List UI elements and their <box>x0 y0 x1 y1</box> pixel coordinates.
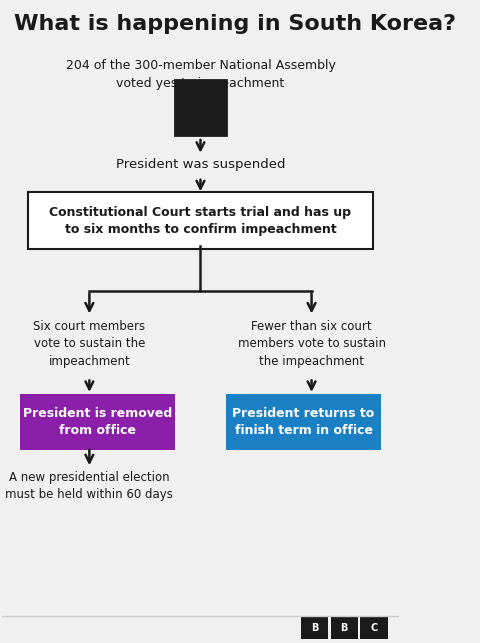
Text: President returns to
finish term in office: President returns to finish term in offi… <box>232 407 375 437</box>
Text: What is happening in South Korea?: What is happening in South Korea? <box>14 14 456 34</box>
Text: Six court members
vote to sustain the
impeachment: Six court members vote to sustain the im… <box>33 320 145 368</box>
Text: 204 of the 300-member National Assembly
voted yes to impeachment: 204 of the 300-member National Assembly … <box>66 59 336 90</box>
FancyBboxPatch shape <box>226 394 381 450</box>
Text: President was suspended: President was suspended <box>116 158 285 170</box>
Text: President is removed
from office: President is removed from office <box>23 407 172 437</box>
FancyBboxPatch shape <box>331 617 358 639</box>
FancyBboxPatch shape <box>360 617 388 639</box>
Text: A new presidential election
must be held within 60 days: A new presidential election must be held… <box>5 471 173 501</box>
FancyBboxPatch shape <box>301 617 328 639</box>
FancyBboxPatch shape <box>28 192 373 249</box>
Text: C: C <box>371 623 378 633</box>
Text: B: B <box>311 623 318 633</box>
FancyBboxPatch shape <box>175 80 226 135</box>
FancyBboxPatch shape <box>20 394 175 450</box>
Text: Fewer than six court
members vote to sustain
the impeachment: Fewer than six court members vote to sus… <box>238 320 385 368</box>
Text: B: B <box>341 623 348 633</box>
Text: 🗳: 🗳 <box>189 86 212 124</box>
Text: Constitutional Court starts trial and has up
to six months to confirm impeachmen: Constitutional Court starts trial and ha… <box>49 206 351 235</box>
